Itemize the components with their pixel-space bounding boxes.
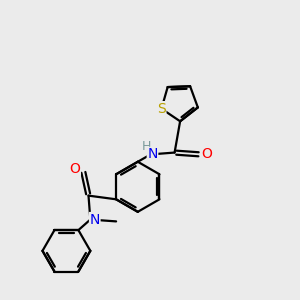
Text: O: O xyxy=(70,162,80,176)
Text: S: S xyxy=(157,102,166,116)
Text: N: N xyxy=(90,213,100,226)
Text: O: O xyxy=(202,147,212,161)
Text: H: H xyxy=(142,140,151,153)
Text: N: N xyxy=(147,147,158,161)
